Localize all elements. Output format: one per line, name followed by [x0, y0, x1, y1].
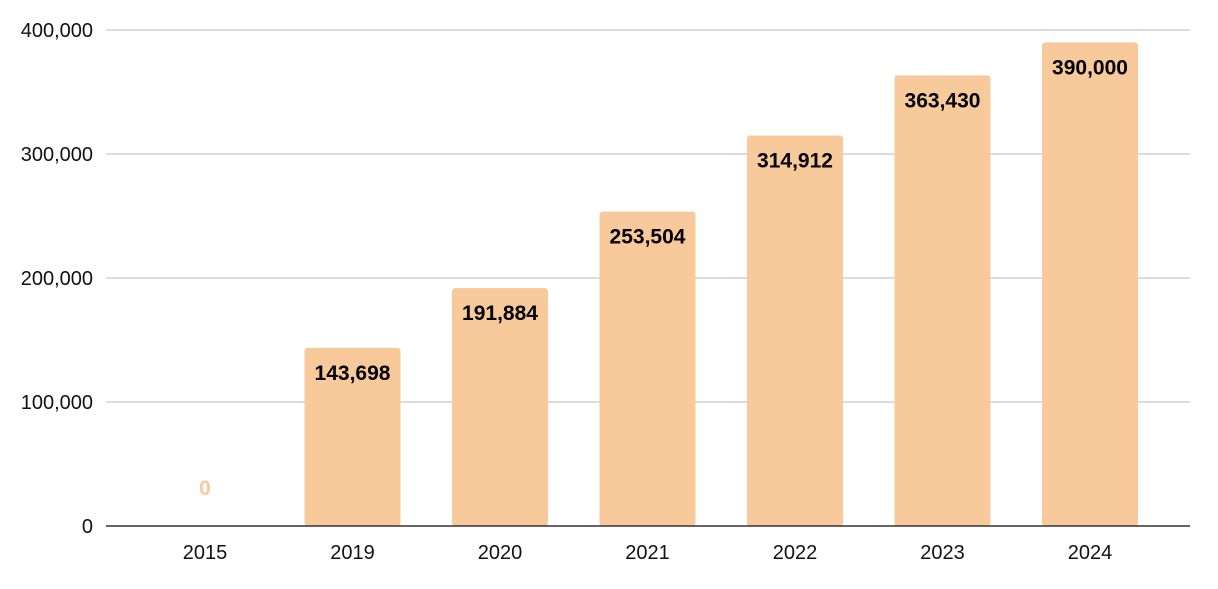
data-label: 314,912 [757, 150, 833, 173]
bar [1042, 42, 1138, 527]
y-tick-label: 0 [82, 516, 93, 538]
data-label: 143,698 [315, 362, 391, 385]
bar [747, 135, 843, 526]
x-tick-label: 2022 [773, 542, 818, 564]
x-tick-label: 2019 [330, 542, 375, 564]
x-tick-label: 2021 [625, 542, 670, 564]
bar [452, 288, 548, 526]
x-tick-label: 2024 [1068, 542, 1113, 564]
y-tick-label: 200,000 [21, 268, 93, 290]
x-tick-label: 2023 [920, 542, 965, 564]
x-tick-label: 2020 [478, 542, 523, 564]
bars [304, 42, 1138, 527]
y-tick-label: 300,000 [21, 144, 93, 166]
bar [599, 211, 696, 527]
x-tick-label: 2015 [183, 542, 228, 564]
x-axis-tick-labels: 2015 2019 2020 2021 2022 2023 2024 [183, 542, 1113, 564]
y-tick-label: 100,000 [21, 392, 93, 414]
bar [304, 347, 401, 526]
bar [894, 75, 991, 526]
data-label: 0 [199, 477, 211, 500]
data-labels: 0 143,698 191,884 253,504 314,912 363,430 390,… [199, 56, 1128, 500]
y-tick-label: 400,000 [21, 20, 93, 42]
data-label: 191,884 [462, 302, 538, 325]
data-label: 363,430 [905, 89, 981, 112]
data-label: 390,000 [1052, 56, 1128, 79]
data-label: 253,504 [610, 226, 686, 249]
y-axis-tick-labels: 0 100,000 200,000 300,000 400,000 [21, 20, 93, 538]
